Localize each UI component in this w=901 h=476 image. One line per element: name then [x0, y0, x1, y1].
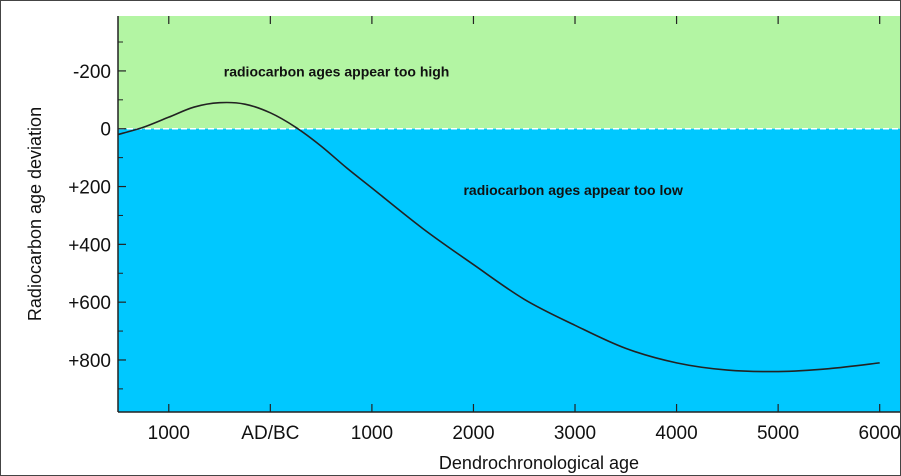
x-tick-label-4: 3000: [554, 423, 596, 444]
series-line-0: [117, 101, 880, 373]
x-tick-label-5: 4000: [655, 423, 697, 444]
y-tick-label-3: +400: [68, 235, 111, 256]
y-tick-label-2: +200: [68, 178, 111, 199]
x-tick-label-7: 6000: [859, 423, 900, 444]
region-band-1: [118, 128, 900, 412]
y-tick-label-1: 0: [100, 120, 111, 141]
region-label-low: radiocarbon ages appear too low: [463, 182, 682, 198]
region-band-0: [118, 16, 900, 129]
y-tick-label-5: +800: [68, 351, 111, 372]
x-tick-label-0: 1000: [148, 423, 190, 444]
x-tick-label-2: 1000: [351, 423, 393, 444]
y-axis-title: Radiocarbon age deviation: [25, 107, 45, 321]
x-axis-title: Dendrochronological age: [439, 453, 639, 473]
x-tick-label-1: AD/BC: [241, 423, 299, 444]
x-tick-label-6: 5000: [757, 423, 799, 444]
x-tick-label-3: 2000: [452, 423, 494, 444]
y-tick-label-4: +600: [68, 293, 111, 314]
y-tick-label-0: -200: [73, 62, 111, 83]
region-label-high: radiocarbon ages appear too high: [224, 64, 450, 80]
